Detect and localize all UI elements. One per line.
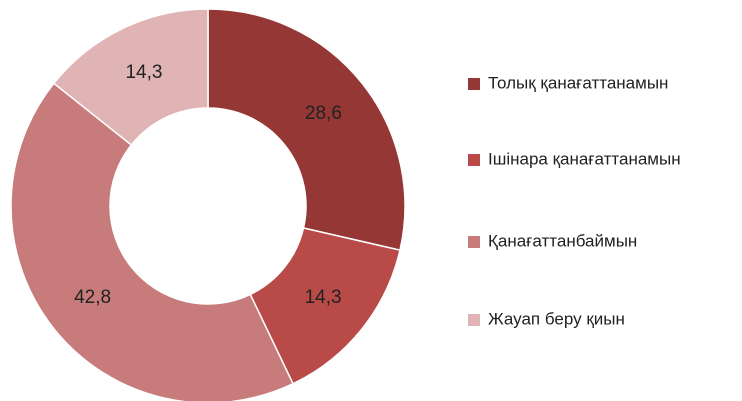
donut-slice [10, 82, 294, 401]
donut-slice [207, 8, 406, 252]
data-label: 42,8 [74, 287, 111, 308]
donut-slice [52, 8, 209, 147]
data-label: 28,6 [305, 103, 342, 124]
legend-swatch [468, 78, 480, 90]
data-label: 14,3 [305, 287, 342, 308]
legend-swatch [468, 236, 480, 248]
legend-label: Жауап беру қиын [488, 309, 625, 328]
legend-label: Ішінара қанағаттанамын [488, 149, 681, 168]
legend-label: Қанағаттанбаймын [488, 231, 637, 250]
legend-swatch [468, 154, 480, 166]
donut-slice [249, 227, 401, 385]
legend-label: Толық қанағаттанамын [488, 73, 668, 92]
data-label: 14,3 [125, 62, 162, 83]
legend-swatch [468, 314, 480, 326]
